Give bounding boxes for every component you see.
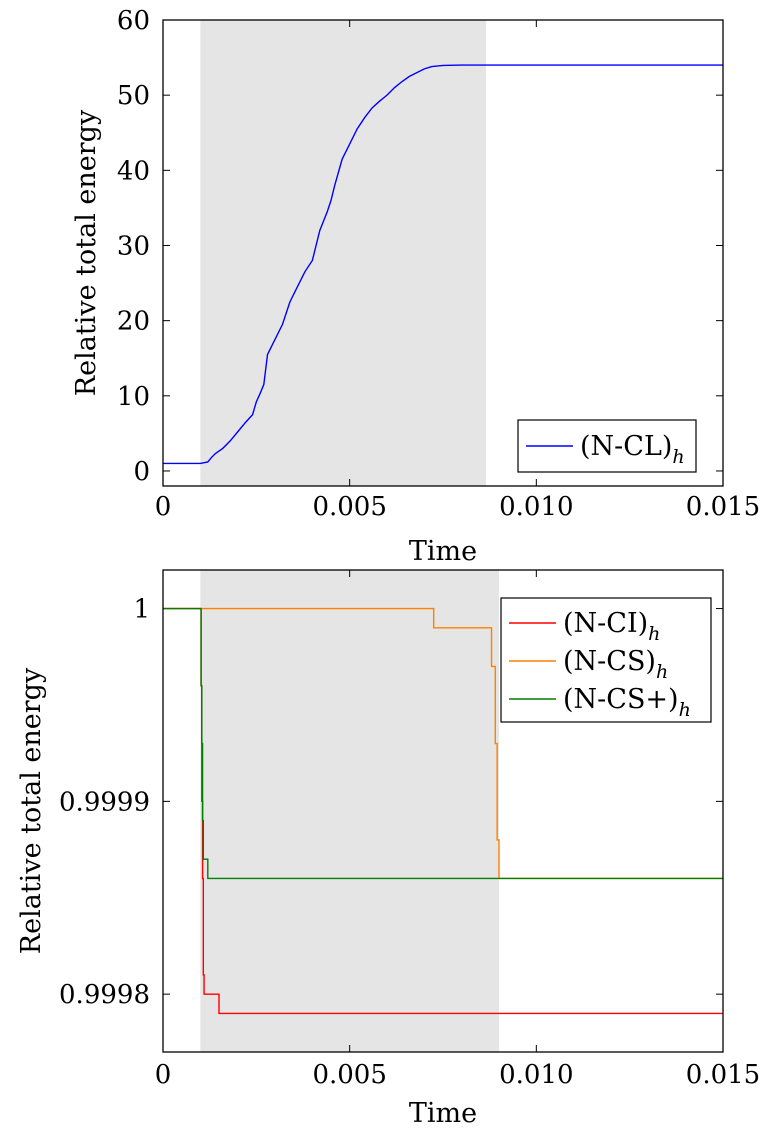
x-axis-label: Time <box>409 536 477 567</box>
y-tick-label: 1 <box>133 595 150 625</box>
x-tick-label: 0.015 <box>686 1060 760 1090</box>
legend-label: (N-CS+)h <box>563 684 691 721</box>
legend: (N-CL)h <box>517 419 697 473</box>
x-tick-label: 0.005 <box>312 492 386 522</box>
legend-label-subscript: h <box>679 699 691 721</box>
energy-chart-top: 0 0.005 0.010 0.015 0 10 20 30 40 50 60 Time Relativ… <box>71 6 760 567</box>
y-tick-label: 30 <box>117 231 150 261</box>
x-tick-label: 0 <box>155 1060 172 1090</box>
legend: (N-CI)h(N-CS)h(N-CS+)h <box>500 597 712 723</box>
y-tick-label: 10 <box>117 382 150 412</box>
x-tick-label: 0.010 <box>499 1060 573 1090</box>
x-tick-label: 0.010 <box>499 492 573 522</box>
y-tick-label: 60 <box>117 6 150 36</box>
x-tick-label: 0.015 <box>686 492 760 522</box>
legend-label-subscript: h <box>656 661 668 683</box>
y-tick-label: 20 <box>117 307 150 337</box>
energy-chart-bottom: 0 0.005 0.010 0.015 0.9998 0.9999 1 Time Relativ… <box>16 569 760 1129</box>
shaded-region <box>200 20 486 486</box>
plot-frame <box>162 569 724 1053</box>
legend-label-subscript: h <box>672 446 684 468</box>
shaded-region <box>200 570 500 1052</box>
plot-frame <box>162 19 724 487</box>
y-tick-label: 0.9999 <box>59 787 150 817</box>
legend-label-subscript: h <box>648 623 660 645</box>
x-tick-label: 0 <box>155 492 172 522</box>
series-line-2 <box>163 607 723 880</box>
y-tick-label: 40 <box>117 156 150 186</box>
x-tick-label: 0.005 <box>312 1060 386 1090</box>
legend-label-name: (N-CS) <box>563 646 656 677</box>
legend-label-name: (N-CS+) <box>563 684 679 715</box>
x-axis-label: Time <box>409 1098 477 1129</box>
legend-box <box>500 597 712 723</box>
legend-label-name: (N-CL) <box>580 431 672 462</box>
series-line-1 <box>163 607 723 880</box>
y-axis-label: Relative total energy <box>16 667 47 954</box>
legend-label: (N-CI)h <box>563 608 660 645</box>
legend-label: (N-CS)h <box>563 646 668 683</box>
series-line-0 <box>163 64 723 465</box>
legend-label-name: (N-CI) <box>563 608 648 639</box>
y-tick-label: 50 <box>117 81 150 111</box>
y-tick-label: 0 <box>133 457 150 487</box>
y-tick-label: 0.9998 <box>59 980 150 1010</box>
legend-label: (N-CL)h <box>580 431 685 468</box>
y-axis-label: Relative total energy <box>71 109 102 396</box>
